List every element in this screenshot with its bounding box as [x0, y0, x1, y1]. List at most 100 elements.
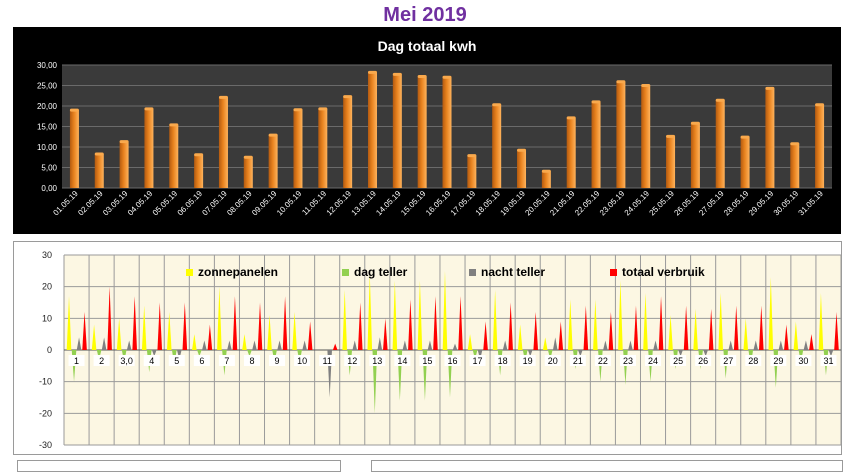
series-spike: [367, 274, 373, 350]
bar: [293, 109, 303, 188]
x-tick-label: 18.05.19: [474, 189, 503, 218]
y-tick-label: 10,00: [37, 143, 58, 152]
category-label: 29: [773, 356, 783, 366]
series-spike: [477, 350, 483, 360]
y-tick-label: 0,00: [41, 184, 57, 193]
category-label-bg: [494, 355, 511, 366]
category-label-bg: [469, 355, 486, 366]
series-spike: [66, 296, 72, 350]
bar-top: [417, 74, 427, 78]
legend-label: totaal verbruik: [622, 265, 705, 279]
bar: [765, 88, 775, 188]
category-label-bg: [419, 355, 436, 366]
bar: [119, 141, 129, 188]
series-spike: [91, 324, 97, 350]
series-spike: [467, 334, 473, 350]
series-spike: [107, 286, 112, 350]
y-tick-label: 20,00: [37, 102, 58, 111]
series-spike: [267, 315, 272, 350]
chart-title: Dag totaal kwh: [378, 38, 477, 54]
x-tick-label: 02.05.19: [76, 189, 105, 218]
series-spike: [207, 324, 213, 350]
series-spike: [552, 337, 558, 350]
category-label: 24: [648, 356, 658, 366]
x-tick-label: 17.05.19: [449, 189, 478, 218]
bar-top: [69, 108, 79, 112]
bar-top: [541, 169, 551, 173]
bar: [690, 123, 700, 188]
series-spike: [227, 340, 232, 350]
series-spike: [784, 324, 789, 350]
series-spike: [141, 305, 147, 350]
series-spike: [483, 321, 488, 350]
bar-top: [367, 70, 377, 74]
category-label: 18: [498, 356, 508, 366]
category-label: 26: [698, 356, 708, 366]
x-tick-label: 12.05.19: [325, 189, 354, 218]
legend-marker: [186, 269, 193, 276]
series-spike: [452, 343, 458, 350]
bar-top: [318, 107, 328, 111]
x-tick-label: 24.05.19: [623, 189, 652, 218]
series-spike: [633, 305, 639, 350]
bar: [94, 153, 104, 188]
category-label: 25: [673, 356, 683, 366]
x-tick-label: 09.05.19: [250, 189, 279, 218]
bar: [815, 104, 825, 188]
page-title: Mei 2019: [383, 4, 467, 26]
series-spike: [693, 308, 698, 350]
category-label-bg: [820, 355, 837, 366]
bar-top: [268, 133, 278, 137]
series-spike: [277, 340, 282, 350]
bar-top: [765, 86, 775, 90]
bar: [243, 157, 253, 188]
bar: [467, 155, 477, 188]
series-spike: [458, 296, 463, 350]
category-label: 13: [372, 356, 382, 366]
bar-top: [715, 98, 725, 102]
series-spike: [768, 277, 774, 350]
series-spike: [417, 280, 423, 350]
category-label: 11: [323, 356, 332, 366]
series-spike: [176, 350, 182, 360]
series-spike: [217, 286, 222, 350]
bar: [343, 96, 353, 188]
legend-label: zonnepanelen: [198, 265, 278, 279]
category-label: 2: [99, 356, 104, 366]
series-spike: [192, 334, 197, 350]
y-tick-label: 25,00: [37, 82, 58, 91]
series-spike: [427, 340, 433, 350]
series-spike: [517, 324, 523, 350]
category-label-bg: [519, 355, 536, 366]
bar: [69, 110, 79, 188]
x-tick-label: 31.05.19: [797, 189, 826, 218]
legend-marker: [610, 269, 617, 276]
bar-top: [442, 75, 452, 79]
series-spike: [703, 350, 708, 357]
series-spike: [678, 350, 683, 357]
series-spike: [542, 337, 548, 350]
category-label: 12: [347, 356, 357, 366]
y-tick-label: 0: [47, 345, 52, 355]
bar: [218, 97, 228, 188]
category-label-bg: [444, 355, 461, 366]
category-label-bg: [394, 355, 411, 366]
bar-top: [517, 148, 527, 152]
category-label-bg: [68, 355, 85, 366]
bar: [790, 143, 800, 188]
series-spike: [658, 296, 664, 350]
series-spike: [132, 296, 137, 350]
category-label: 17: [473, 356, 483, 366]
y-tick-label: 10: [42, 313, 52, 323]
series-spike: [302, 340, 307, 350]
category-label: 6: [199, 356, 204, 366]
series-spike: [157, 302, 163, 350]
category-label: 4: [149, 356, 154, 366]
bar: [641, 85, 651, 188]
bar-top: [169, 123, 179, 127]
series-spike: [472, 350, 478, 360]
series-spike: [257, 302, 263, 350]
bar: [144, 108, 154, 188]
series-spike: [197, 350, 202, 357]
